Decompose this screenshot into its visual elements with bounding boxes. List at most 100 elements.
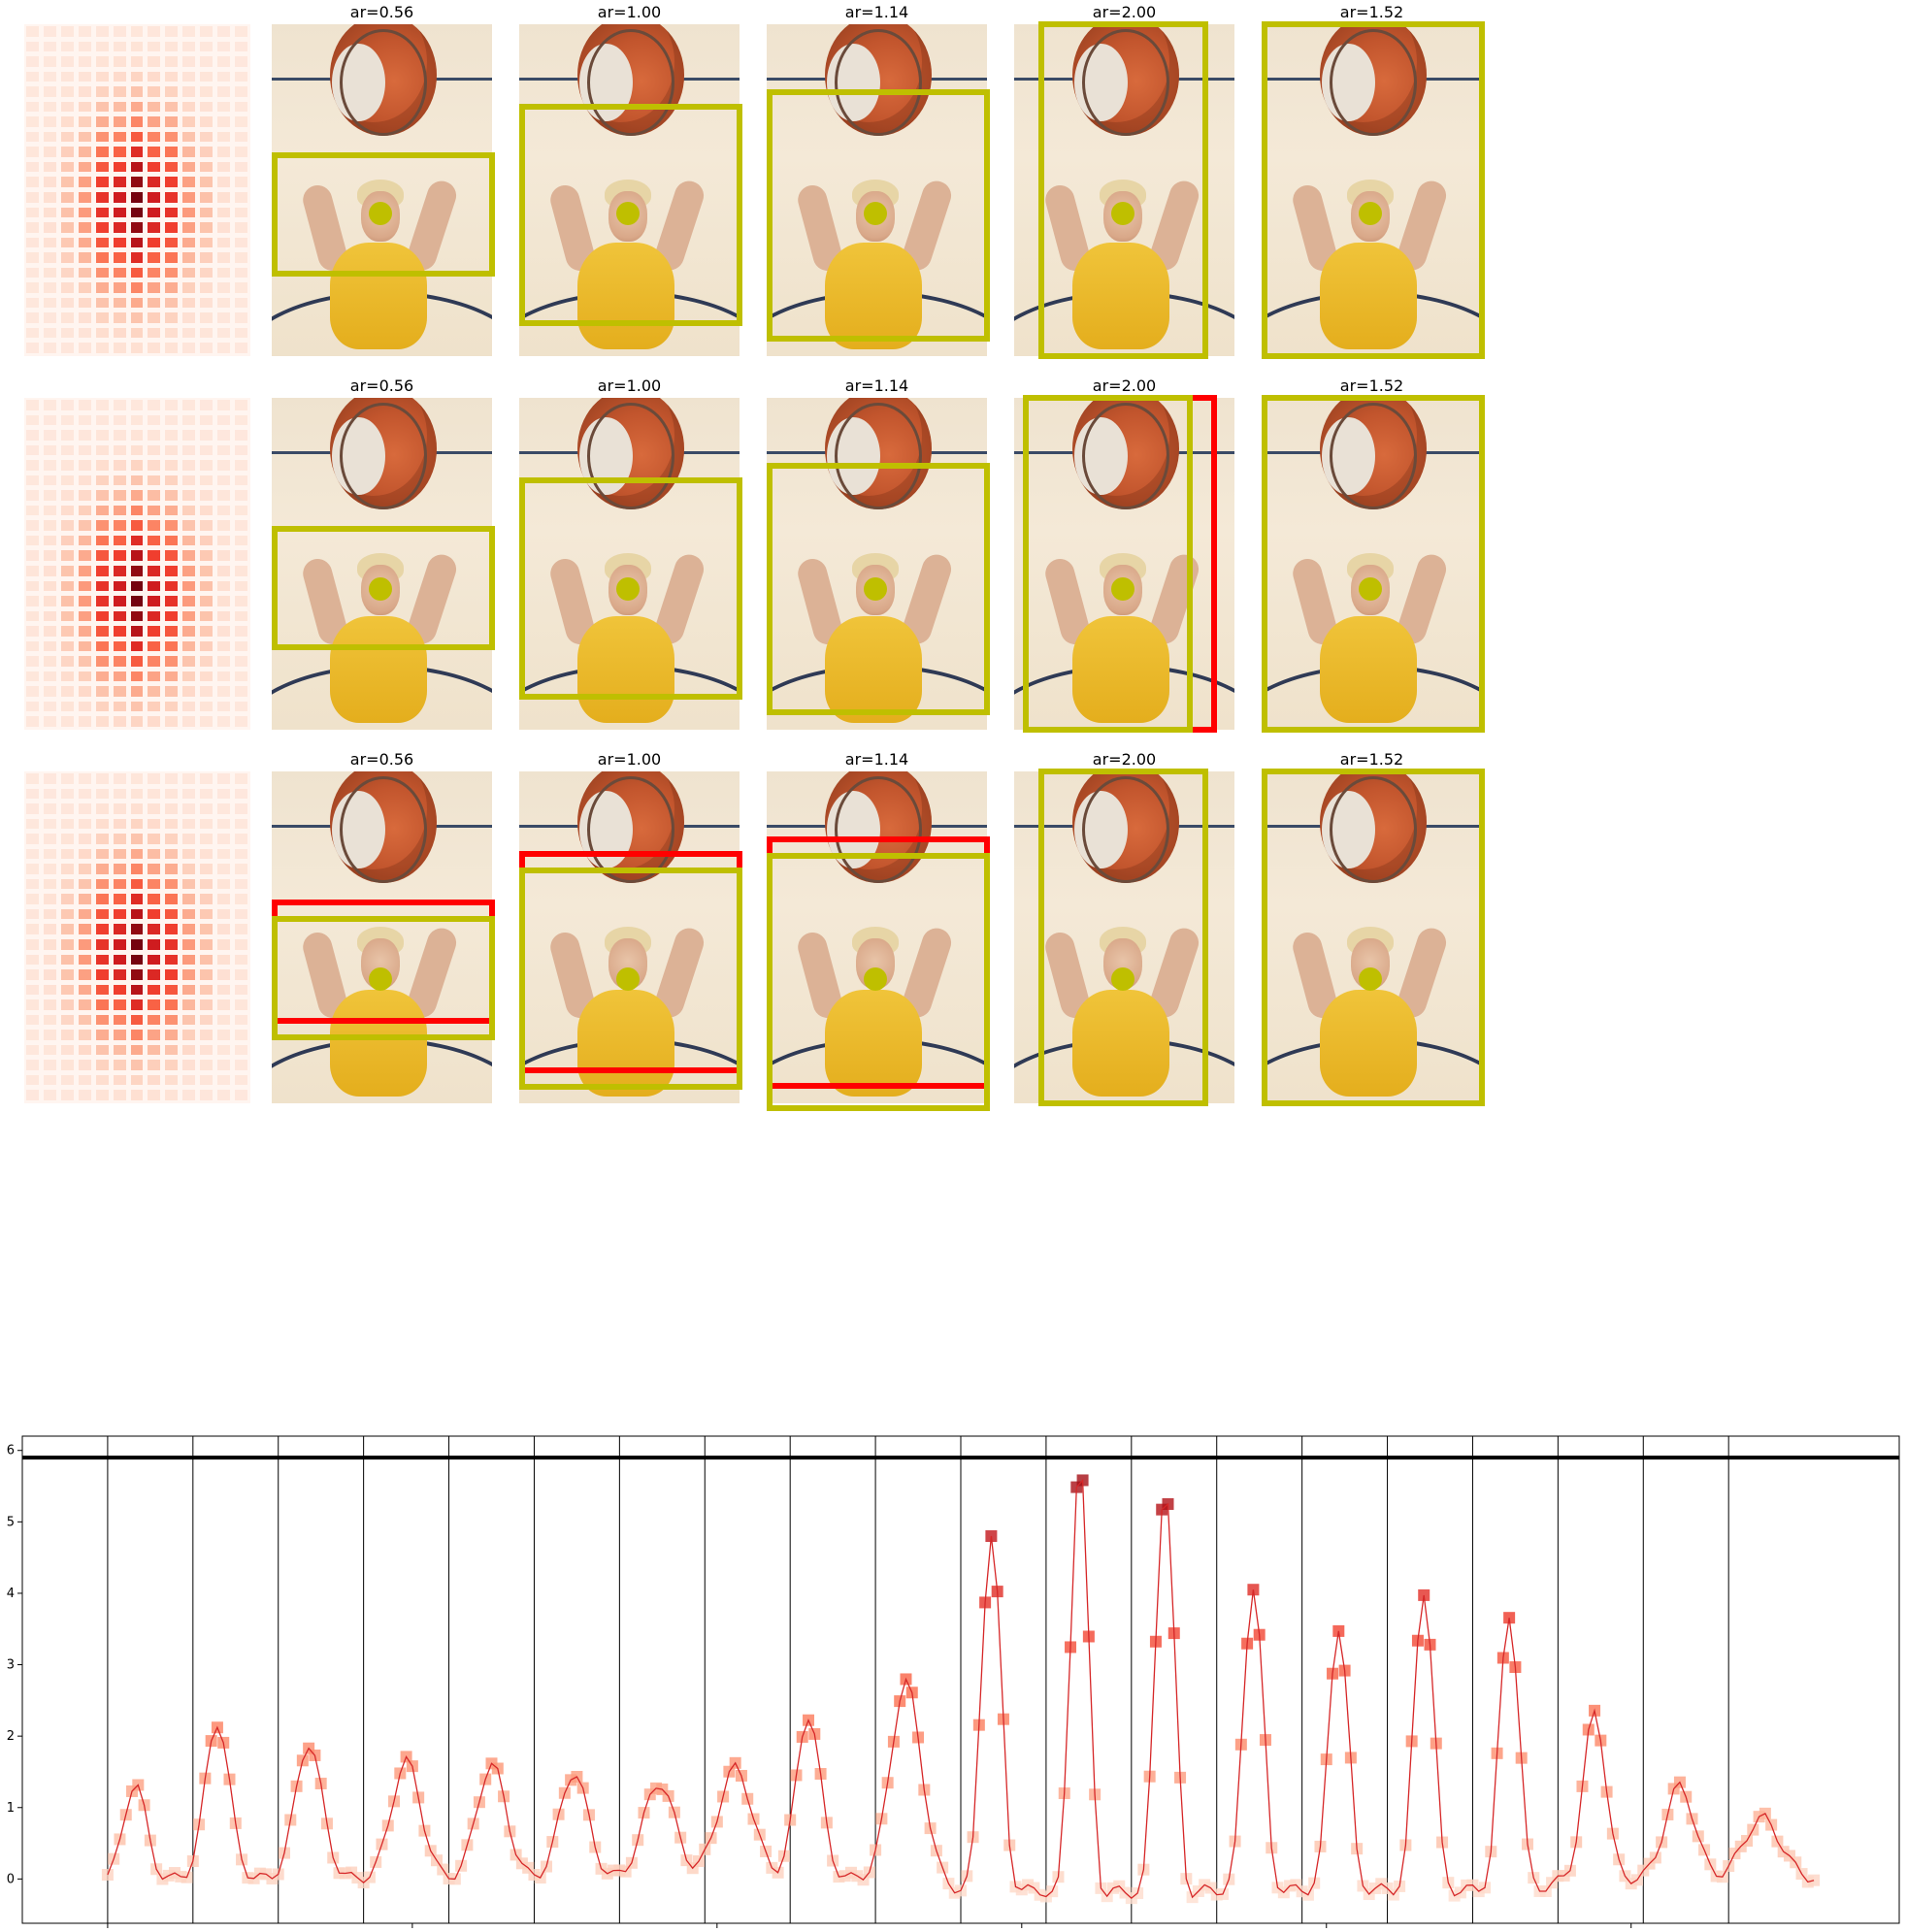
heatmap-cell: [235, 535, 247, 546]
heatmap-cell: [148, 161, 161, 173]
ball-seam: [1082, 29, 1169, 136]
heatmap-cell: [78, 400, 91, 410]
heatmap-cell: [165, 327, 179, 339]
heatmap-cell: [95, 252, 109, 263]
heatmap-cell: [235, 282, 247, 293]
jersey: [1320, 616, 1417, 723]
heatmap-cell: [148, 640, 161, 652]
heatmap-cell: [200, 237, 214, 248]
heatmap-cell: [200, 671, 214, 682]
heatmap-cell: [60, 1030, 74, 1040]
heatmap-cell: [60, 580, 74, 592]
heatmap-cell: [95, 954, 109, 966]
heatmap-cell: [95, 444, 109, 456]
heatmap-cell: [43, 400, 56, 410]
heatmap-cell: [165, 550, 179, 561]
heatmap-cell: [26, 475, 39, 486]
heatmap-cell: [130, 788, 144, 800]
heatmap-cell: [217, 520, 231, 531]
heatmap-cell: [43, 716, 56, 727]
heatmap-cell: [182, 656, 196, 667]
face-keypoint: [1111, 201, 1134, 225]
heatmap-cell: [113, 177, 126, 187]
heatmap-cell: [113, 939, 126, 950]
heatmap-cell: [95, 1060, 109, 1070]
heatmap-cell: [130, 343, 144, 353]
heatmap-cell: [235, 864, 247, 874]
heatmap-cell: [130, 192, 144, 203]
heatmap-cell: [217, 535, 231, 546]
heatmap-cell: [26, 400, 39, 410]
heatmap-cell: [78, 550, 91, 561]
heatmap-cell: [217, 894, 231, 904]
heatmap-cell: [165, 86, 179, 97]
heatmap-cell: [235, 1060, 247, 1070]
panel-title: ar=0.56: [349, 750, 414, 769]
heatmap-cell: [60, 116, 74, 127]
heatmap-cell: [148, 460, 161, 471]
aspect-ratio-panel-grid: ar=0.56 ar=1.00 ar=1.14 ar=2.00 ar=1.52 ar=0.…: [24, 3, 1485, 1111]
predicted-crop-box: [272, 525, 495, 650]
heatmap-cell: [130, 41, 144, 52]
heatmap-cell: [165, 490, 179, 501]
heatmap-cell: [130, 924, 144, 934]
heatmap-cell: [60, 41, 74, 52]
heatmap-cell: [182, 848, 196, 860]
heatmap-cell: [165, 222, 179, 233]
heatmap-cell: [182, 984, 196, 996]
heatmap-cell: [43, 207, 56, 218]
heatmap-cell: [217, 237, 231, 248]
heatmap-cell: [148, 26, 161, 37]
heatmap-cell: [113, 56, 126, 67]
heatmap-cell: [60, 26, 74, 37]
heatmap-cell: [148, 430, 161, 441]
heatmap-cell: [43, 1014, 56, 1026]
heatmap-cell: [235, 984, 247, 996]
ball-seam: [1082, 776, 1169, 883]
heatmap-cell: [78, 41, 91, 52]
heatmap-cell: [148, 131, 161, 143]
heatmap-cell: [43, 71, 56, 82]
heatmap-cell: [78, 716, 91, 727]
heatmap-cell: [95, 818, 109, 830]
heatmap-cell: [95, 671, 109, 682]
jersey: [825, 990, 922, 1097]
heatmap-cell: [78, 1044, 91, 1056]
heatmap-cell: [130, 414, 144, 426]
heatmap-cell: [235, 610, 247, 622]
heatmap-cell: [235, 1014, 247, 1026]
heatmap-cell: [165, 343, 179, 353]
heatmap-cell: [148, 999, 161, 1010]
panel-title: ar=1.14: [844, 750, 909, 769]
heatmap-cell: [182, 939, 196, 950]
heatmap-cell: [217, 282, 231, 293]
heatmap-cell: [95, 520, 109, 531]
heatmap-cell: [148, 282, 161, 293]
heatmap-cell: [200, 252, 214, 263]
heatmap-cell: [78, 444, 91, 456]
heatmap-cell: [235, 131, 247, 143]
face-keypoint: [369, 966, 392, 991]
heatmap-cell: [130, 222, 144, 233]
heatmap-cell: [95, 192, 109, 203]
heatmap-cell: [26, 984, 39, 996]
heatmap-cell: [235, 580, 247, 592]
heatmap-cell: [130, 1030, 144, 1040]
heatmap-cell: [60, 550, 74, 561]
heatmap-cell: [26, 566, 39, 576]
heatmap-cell: [95, 56, 109, 67]
heatmap-cell: [200, 520, 214, 531]
heatmap-cell: [26, 252, 39, 263]
heatmap-cell: [130, 864, 144, 874]
heatmap-cell: [200, 834, 214, 844]
heatmap-cell: [165, 999, 179, 1010]
heatmap-cell: [26, 626, 39, 637]
face-keypoint: [864, 201, 887, 225]
heatmap-cell: [43, 177, 56, 187]
heatmap-cell: [217, 773, 231, 784]
heatmap-cell: [113, 864, 126, 874]
heatmap-cell: [130, 430, 144, 441]
heatmap-cell: [113, 566, 126, 576]
heatmap-cell: [78, 207, 91, 218]
heatmap-cell: [43, 773, 56, 784]
